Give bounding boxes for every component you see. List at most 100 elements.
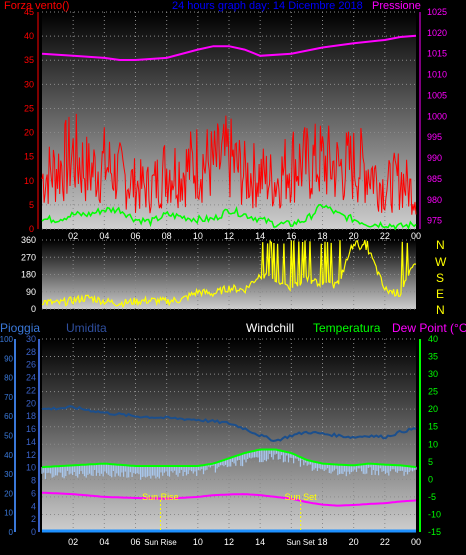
pressure-tick-label: 1005 bbox=[427, 90, 447, 100]
humidity-tick-label: 18 bbox=[26, 411, 36, 421]
humidity-tick-label: 4 bbox=[31, 501, 36, 511]
direction-tick-label: 270 bbox=[21, 252, 36, 262]
pressure-tick-label: 1010 bbox=[427, 70, 447, 80]
pressure-tick-label: 1015 bbox=[427, 49, 447, 59]
pressure-tick-label: 995 bbox=[427, 132, 442, 142]
x-tick-label-bottom: 18 bbox=[317, 537, 327, 547]
axes: 0510152025303540459759809859909951000100… bbox=[0, 7, 447, 547]
x-tick-label-bottom: 12 bbox=[224, 537, 234, 547]
x-tick-label-top: 16 bbox=[286, 231, 296, 241]
humidity-tick-label: 22 bbox=[26, 385, 36, 395]
temperature-tick-label: 15 bbox=[428, 422, 438, 432]
temperature-tick-label: 25 bbox=[428, 387, 438, 397]
dewpoint-label: Dew Point (°C) bbox=[392, 321, 466, 335]
temperature-tick-label: 10 bbox=[428, 439, 438, 449]
humidity-tick-label: 28 bbox=[26, 347, 36, 357]
humidity-tick-label: 2 bbox=[31, 514, 36, 524]
pressure-tick-label: 1020 bbox=[427, 28, 447, 38]
wind-tick-label: 40 bbox=[24, 31, 34, 41]
direction-letter-n-top: N bbox=[436, 238, 445, 252]
rain-tick-label: 0 bbox=[9, 528, 14, 537]
x-tick-label-top: 22 bbox=[380, 231, 390, 241]
x-tick-label-bottom: 14 bbox=[255, 537, 265, 547]
x-tick-label-bottom: Sun Rise bbox=[144, 538, 177, 547]
x-tick-label-top: 12 bbox=[224, 231, 234, 241]
pressure-tick-label: 1000 bbox=[427, 111, 447, 121]
rain-tick-label: 70 bbox=[4, 393, 13, 402]
x-tick-label-top: 02 bbox=[68, 231, 78, 241]
wind-tick-label: 35 bbox=[24, 55, 34, 65]
wind-direction-line bbox=[41, 239, 417, 309]
temperature-tick-label: -15 bbox=[428, 527, 441, 537]
temperature-tick-label: 20 bbox=[428, 404, 438, 414]
humidity-tick-label: 0 bbox=[31, 527, 36, 537]
rain-tick-label: 60 bbox=[4, 412, 13, 421]
wind-tick-label: 15 bbox=[24, 152, 34, 162]
rain-tick-label: 100 bbox=[0, 335, 14, 344]
x-tick-label-bottom: 00 bbox=[411, 537, 421, 547]
x-tick-label-top: 04 bbox=[99, 231, 109, 241]
wind-tick-label: 20 bbox=[24, 128, 34, 138]
temperature-tick-label: 35 bbox=[428, 352, 438, 362]
rain-tick-label: 20 bbox=[4, 489, 13, 498]
wind-tick-label: 25 bbox=[24, 103, 34, 113]
wind-tick-label: 10 bbox=[24, 176, 34, 186]
wind-tick-label: 30 bbox=[24, 79, 34, 89]
humidity-tick-label: 8 bbox=[31, 476, 36, 486]
pressure-tick-label: 985 bbox=[427, 174, 442, 184]
pressure-tick-label: 975 bbox=[427, 216, 442, 226]
humidity-tick-label: 10 bbox=[26, 463, 36, 473]
direction-tick-label: 360 bbox=[21, 235, 36, 245]
rain-tick-label: 90 bbox=[4, 354, 13, 363]
pressure-tick-label: 990 bbox=[427, 153, 442, 163]
temperature-tick-label: 40 bbox=[428, 334, 438, 344]
humidity-tick-label: 6 bbox=[31, 488, 36, 498]
direction-tick-label: 180 bbox=[21, 270, 36, 280]
humidity-line bbox=[41, 405, 417, 443]
x-tick-label-bottom: Sun Set bbox=[286, 538, 315, 547]
wind-axis-title: Forza vento() bbox=[4, 0, 70, 12]
rain-tick-label: 10 bbox=[4, 509, 13, 518]
temperature-label: Temperatura bbox=[313, 321, 381, 335]
x-tick-label-top: 06 bbox=[130, 231, 140, 241]
direction-panel bbox=[42, 240, 416, 309]
temperature-tick-label: -10 bbox=[428, 509, 441, 519]
x-tick-label-bottom: 02 bbox=[68, 537, 78, 547]
direction-letter-w: W bbox=[435, 255, 447, 269]
humidity-tick-label: 24 bbox=[26, 373, 36, 383]
pressure-tick-label: 980 bbox=[427, 195, 442, 205]
humidity-tick-label: 30 bbox=[26, 334, 36, 344]
x-tick-label-bottom: 04 bbox=[99, 537, 109, 547]
wind-average-line bbox=[41, 203, 417, 231]
direction-letter-s: S bbox=[436, 271, 445, 285]
chart-title: 24 hours graph day: 14 Dicembre 2018 bbox=[172, 0, 363, 12]
x-tick-label-bottom: 06 bbox=[130, 537, 140, 547]
temperature-tick-label: 30 bbox=[428, 369, 438, 379]
x-tick-label-bottom: 22 bbox=[380, 537, 390, 547]
wind-tick-label: 5 bbox=[29, 200, 34, 210]
temperature-tick-label: 5 bbox=[428, 457, 433, 467]
pressure-line bbox=[41, 34, 417, 61]
direction-letter-n-bottom: N bbox=[436, 303, 445, 317]
windchill-label: Windchill bbox=[246, 321, 295, 335]
rain-tick-label: 50 bbox=[4, 432, 13, 441]
direction-tick-label: 0 bbox=[31, 304, 36, 314]
dewpoint-line bbox=[41, 491, 417, 507]
humidity-tick-label: 14 bbox=[26, 437, 36, 447]
x-tick-label-bottom: 20 bbox=[349, 537, 359, 547]
temperature-line bbox=[41, 448, 417, 469]
x-tick-label-top: 14 bbox=[255, 231, 265, 241]
x-tick-label-top: 08 bbox=[162, 231, 172, 241]
humidity-axis-title: Umidita bbox=[66, 321, 107, 335]
humidity-tick-label: 16 bbox=[26, 424, 36, 434]
wind-gust-line bbox=[41, 113, 417, 215]
humidity-tick-label: 20 bbox=[26, 398, 36, 408]
direction-letter-e: E bbox=[436, 287, 445, 301]
pressure-tick-label: 1025 bbox=[427, 7, 447, 17]
x-tick-label-top: 00 bbox=[411, 231, 421, 241]
humidity-tick-label: 26 bbox=[26, 360, 36, 370]
sunrise-label: Sun Rise bbox=[142, 492, 179, 502]
x-tick-label-top: 10 bbox=[193, 231, 203, 241]
temperature-tick-label: 0 bbox=[428, 474, 433, 484]
